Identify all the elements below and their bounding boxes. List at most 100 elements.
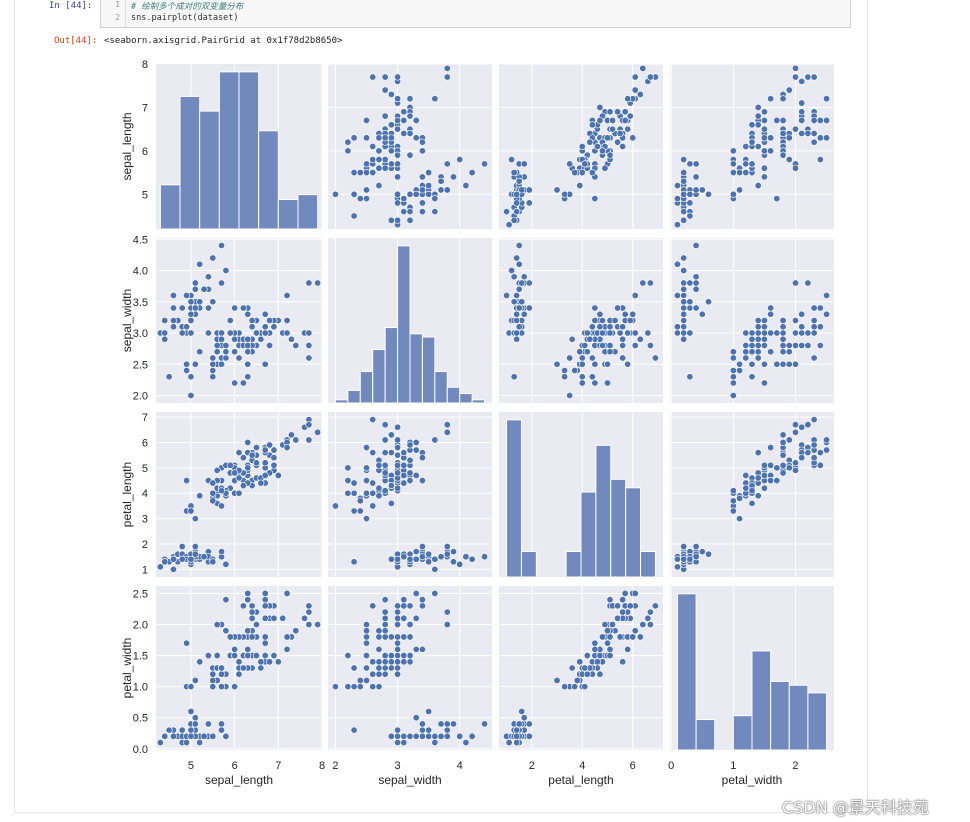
scatter-point (468, 732, 476, 740)
scatter-point (431, 208, 439, 216)
y-tick-label: 1.5 (133, 651, 148, 663)
scatter-point (596, 310, 604, 318)
scatter-point (156, 563, 164, 571)
scatter-point (375, 627, 383, 635)
scatter-point (369, 73, 377, 81)
scatter-point (804, 279, 812, 287)
scatter-point (400, 553, 408, 561)
scatter-point (169, 565, 177, 573)
scatter-point (266, 441, 274, 449)
scatter-point (375, 147, 383, 155)
scatter-point (187, 310, 195, 318)
scatter-point (274, 658, 282, 666)
code-line-comment[interactable]: # 绘制多个成对的双变量分布 (131, 2, 244, 12)
histogram-bar (238, 71, 260, 230)
x-tick-label: 3 (395, 760, 401, 772)
scatter-point (431, 95, 439, 103)
scatter-point (561, 190, 569, 198)
scatter-point (680, 329, 688, 337)
scatter-point (183, 323, 191, 331)
scatter-point (518, 186, 526, 194)
scatter-point (583, 348, 591, 356)
scatter-point (261, 471, 269, 479)
scatter-point (823, 95, 831, 103)
scatter-point (586, 138, 594, 146)
scatter-point (270, 652, 278, 660)
histogram-bar (580, 491, 597, 578)
scatter-point (344, 138, 352, 146)
scatter-point (754, 341, 762, 349)
scatter-point (400, 108, 408, 116)
output-prompt: Out[44]: (54, 36, 98, 46)
scatter-point (629, 633, 637, 641)
y-tick-label: 1 (142, 564, 148, 576)
scatter-point (400, 116, 408, 124)
scatter-point (418, 602, 426, 610)
scatter-point (804, 329, 812, 337)
scatter-point (187, 555, 195, 563)
scatter-point (209, 360, 217, 368)
scatter-point (748, 360, 756, 368)
scatter-point (213, 348, 221, 356)
scatter-point (231, 348, 239, 356)
scatter-point (698, 310, 706, 318)
scatter-point (525, 304, 533, 312)
scatter-point (244, 348, 252, 356)
scatter-point (785, 86, 793, 94)
scatter-point (576, 348, 584, 356)
scatter-point (381, 164, 389, 172)
x-axis-label: petal_length (548, 773, 613, 787)
scatter-point (646, 73, 654, 81)
code-cell[interactable]: 1 # 绘制多个成对的双变量分布 2 sns.pairplot(dataset) (100, 0, 851, 28)
scatter-point (616, 129, 624, 137)
scatter-point (591, 645, 599, 653)
scatter-point (196, 739, 204, 747)
scatter-point (394, 436, 402, 444)
scatter-point (798, 329, 806, 337)
histogram-bar (359, 371, 374, 404)
scatter-point (443, 543, 451, 551)
scatter-point (191, 714, 199, 722)
scatter-point (394, 173, 402, 181)
scatter-point (239, 664, 247, 672)
scatter-point (283, 589, 291, 597)
scatter-point (525, 720, 533, 728)
scatter-point (244, 627, 252, 635)
scatter-point (578, 373, 586, 381)
scatter-point (598, 147, 606, 155)
scatter-point (222, 560, 230, 568)
scatter-point (305, 279, 313, 287)
scatter-point (394, 444, 402, 452)
scatter-point (760, 134, 768, 142)
scatter-point (692, 553, 700, 561)
scatter-point (767, 147, 775, 155)
scatter-point (791, 459, 799, 467)
scatter-point (525, 732, 533, 740)
scatter-point (462, 739, 470, 747)
scatter-point (810, 416, 818, 424)
scatter-point (673, 260, 681, 268)
scatter-point (767, 348, 775, 356)
scatter-point (283, 316, 291, 324)
scatter-point (261, 329, 269, 337)
output-text: <seaborn.axisgrid.PairGrid at 0x1f78d2b8… (104, 36, 343, 46)
scatter-point (400, 471, 408, 479)
scatter-point (394, 461, 402, 469)
scatter-point (235, 474, 243, 482)
scatter-point (606, 329, 614, 337)
scatter-point (510, 216, 518, 224)
histogram-bar (506, 419, 522, 578)
scatter-point (252, 444, 260, 452)
scatter-point (760, 173, 768, 181)
scatter-point (394, 602, 402, 610)
scatter-point (381, 487, 389, 495)
scatter-point (785, 436, 793, 444)
code-line[interactable]: sns.pairplot(dataset) (131, 13, 239, 23)
scatter-point (629, 310, 637, 318)
scatter-point (680, 216, 688, 224)
scatter-point (515, 285, 523, 293)
scatter-point (508, 156, 516, 164)
scatter-point (266, 341, 274, 349)
scatter-point (779, 360, 787, 368)
scatter-point (226, 329, 234, 337)
